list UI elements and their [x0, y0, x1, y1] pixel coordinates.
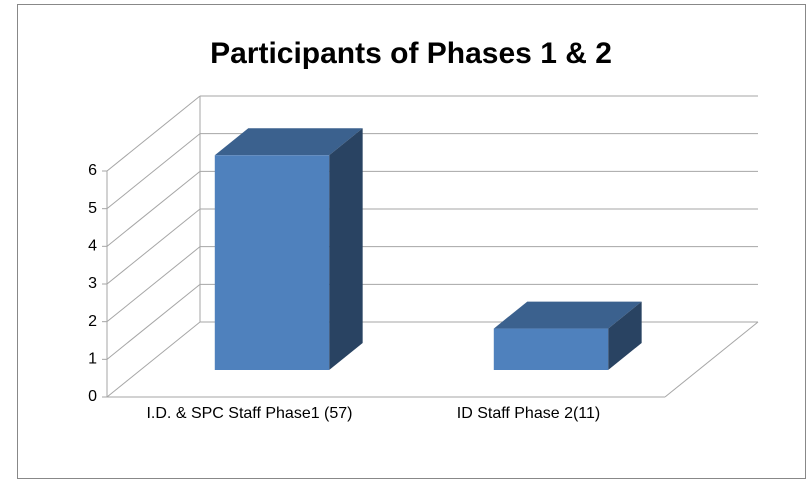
grid-line	[106, 170, 201, 247]
bar-side	[329, 128, 363, 370]
y-tick-label: 4	[88, 238, 97, 255]
y-tick-label: 5	[88, 200, 97, 217]
bar	[214, 155, 330, 370]
grid-line	[106, 246, 201, 323]
chart-title: Participants of Phases 1 & 2	[210, 37, 612, 70]
y-tick-label: 6	[88, 162, 97, 179]
bar-top	[493, 301, 642, 329]
y-tick-label: 1	[88, 351, 97, 368]
bar-side	[608, 301, 642, 370]
grid-line	[106, 283, 201, 360]
x-tick-label: ID Staff Phase 2(11)	[457, 405, 600, 422]
grid-line	[106, 321, 201, 398]
bar	[493, 328, 609, 370]
x-tick-label: I.D. & SPC Staff Phase1 (57)	[146, 405, 352, 422]
y-tick-label: 3	[88, 275, 97, 292]
chart-border	[17, 4, 806, 479]
grid-line	[106, 133, 201, 210]
grid-line	[106, 208, 201, 285]
grid-line	[106, 95, 201, 172]
bar-top	[214, 128, 363, 156]
y-tick-label: 2	[88, 313, 97, 330]
floor-right	[664, 321, 759, 398]
y-tick-label: 0	[88, 388, 97, 405]
